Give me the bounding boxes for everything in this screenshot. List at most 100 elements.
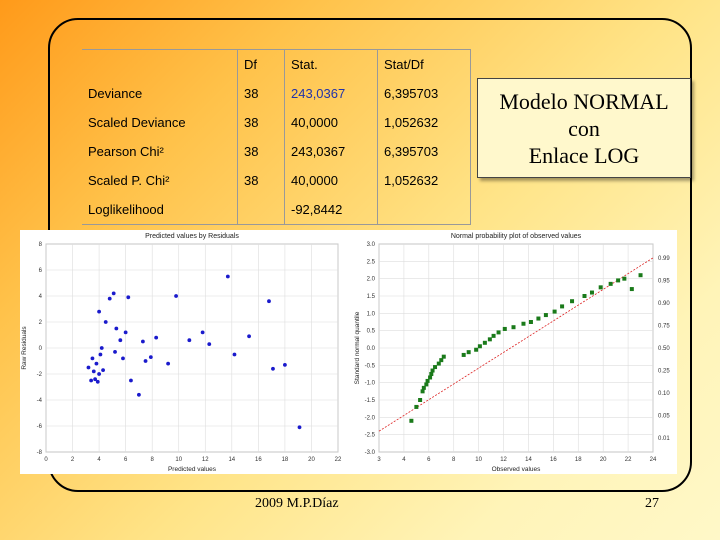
data-point [474,347,479,352]
x-tick-label: 2 [71,457,75,463]
data-point [140,339,145,344]
header-cell: Df [237,49,285,79]
data-point [424,382,429,387]
x-tick-label: 8 [452,457,456,463]
data-point [166,361,171,366]
x-tick-label: 12 [500,457,507,463]
y-tick-label: 3.0 [367,242,376,248]
x-tick-label: 18 [575,457,582,463]
y-tick-label: -1.5 [365,398,376,404]
data-point [297,425,302,430]
data-point [461,352,466,357]
y-tick-label: -8 [37,450,43,456]
data-point [429,372,434,376]
data-point [113,350,117,354]
x-axis-label: Predicted values [168,466,217,473]
data-point [466,350,471,355]
y-tick-label: -6 [37,424,43,430]
y-tick-label: 8 [39,242,43,248]
table-cell: 6,395703 [377,79,471,108]
table-row: Scaled Deviance 38 40,0000 1,052632 [82,108,471,137]
data-point [589,290,594,295]
y-axis-label: Raw Residuals [21,326,28,370]
data-point [552,309,557,314]
y-tick-label: 2 [39,320,43,326]
row-label: Pearson Chi² [88,144,164,159]
table-cell: 38 [237,108,285,137]
data-point [137,392,141,397]
data-point [482,340,487,345]
table-cell: -92,8442 [284,195,378,225]
data-point [123,330,128,335]
data-point [409,418,414,423]
data-point [200,330,205,335]
probability-label: 0.50 [658,346,670,352]
data-point [247,334,251,339]
normal-probability-chart: Normal probability plot of observed valu… [354,233,670,473]
probability-label: 0.25 [658,369,670,375]
y-axis-label: Standard normal quantile [354,311,361,384]
title-line: con [568,115,600,141]
data-point [428,375,433,380]
probability-label: 0.01 [658,436,670,442]
data-point [536,316,541,321]
x-tick-label: 6 [124,457,128,463]
data-point [267,299,271,304]
page-number: 27 [645,496,659,511]
reference-line [378,257,654,432]
table-row: Pearson Chi² 38 243,0367 6,395703 [82,137,471,166]
y-tick-label: -3.0 [365,450,376,456]
probability-label: 0.95 [658,279,670,285]
row-label: Scaled Deviance [88,115,186,130]
table-cell: 38 [237,166,285,195]
data-point [111,291,116,296]
row-label: Scaled P. Chi² [88,173,170,188]
data-point [99,346,104,350]
probability-label: 0.05 [658,414,670,420]
x-tick-label: 22 [335,457,342,463]
y-tick-label: 0.5 [367,329,376,335]
data-point [91,369,96,374]
data-point [283,363,287,367]
data-point [174,294,178,298]
x-tick-label: 3 [377,457,381,463]
data-point [425,378,430,383]
x-tick-label: 14 [525,457,532,463]
data-point [622,276,627,281]
data-point [420,389,425,394]
data-point [439,358,444,363]
normal-probability-plot-panel: Normal probability plot of observed valu… [347,230,677,474]
y-tick-label: 1.5 [367,294,376,300]
data-point [421,385,426,390]
table-cell: 1,052632 [377,108,471,137]
table-cell: 40,0000 [284,166,378,195]
y-tick-label: 1.0 [367,311,376,317]
x-tick-label: 6 [427,457,431,463]
probability-label: 0.90 [658,301,670,307]
data-point [154,335,159,340]
x-tick-label: 18 [282,457,289,463]
data-point [97,309,101,314]
data-point [90,356,95,361]
data-point [207,342,212,346]
data-point [616,278,621,283]
data-point [271,366,275,371]
table-cell: 38 [237,79,285,108]
residuals-plot-panel: Predicted values by Residuals 0 2 4 6 8 10 12 14… [20,230,347,474]
data-point [98,352,103,357]
y-tick-label: -2.0 [365,415,376,421]
data-point [487,337,492,342]
y-tick-label: -1.0 [365,381,376,387]
data-point [433,365,438,370]
x-tick-label: 8 [151,457,155,463]
table-cell [377,195,471,225]
probability-label: 0.75 [658,324,670,330]
data-point [114,326,119,331]
model-title-box: Modelo NORMAL con Enlace LOG [477,78,691,178]
table-cell: 1,052632 [377,166,471,195]
y-tick-label: 2.5 [367,259,376,265]
data-point [418,398,423,402]
glm-stats-table: Df Stat. Stat/Df Deviance 38 243,0367 6,… [82,49,471,225]
header-cell [82,49,238,79]
x-tick-label: 4 [97,457,101,463]
